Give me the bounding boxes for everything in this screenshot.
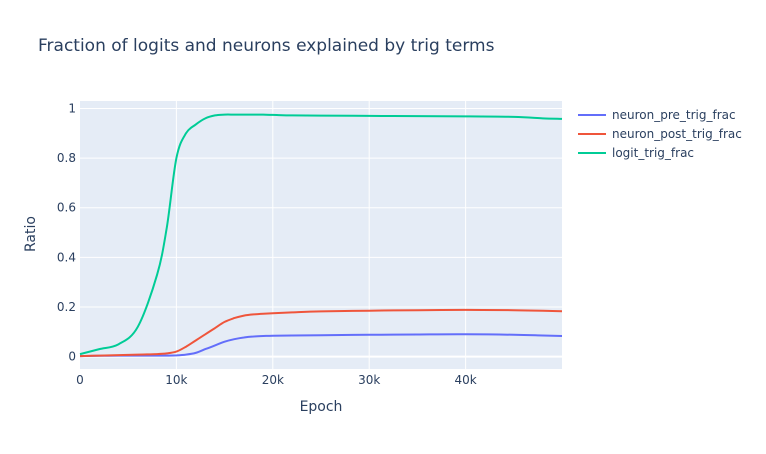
plot-area xyxy=(80,101,562,369)
series-lines xyxy=(79,113,563,358)
x-tick-label: 30k xyxy=(358,373,380,387)
legend-item-logit-trig-frac[interactable]: logit_trig_frac xyxy=(578,146,694,160)
y-tick-label: 0 xyxy=(68,350,76,364)
legend[interactable]: neuron_pre_trig_frac neuron_post_trig_fra… xyxy=(578,108,742,160)
series-line-neuron-pre-trig-frac xyxy=(79,333,563,358)
x-tick-label: 0 xyxy=(76,373,84,387)
legend-item-neuron-post-trig-frac[interactable]: neuron_post_trig_frac xyxy=(578,127,742,141)
y-tick-label: 0.4 xyxy=(57,250,76,264)
x-tick-label: 20k xyxy=(262,373,284,387)
legend-label: neuron_post_trig_frac xyxy=(612,127,742,141)
series-line-neuron-post-trig-frac xyxy=(79,308,563,358)
legend-item-neuron-pre-trig-frac[interactable]: neuron_pre_trig_frac xyxy=(578,108,736,122)
y-axis-title: Ratio xyxy=(23,216,39,252)
tick-labels: 0 10k 20k 30k 40k 0 0.2 0.4 0.6 0.8 1 xyxy=(57,101,477,387)
legend-label: logit_trig_frac xyxy=(612,146,694,160)
y-tick-label: 1 xyxy=(68,101,76,115)
series-line-logit-trig-frac xyxy=(79,113,563,356)
legend-label: neuron_pre_trig_frac xyxy=(612,108,736,122)
y-tick-label: 0.2 xyxy=(57,300,76,314)
y-tick-label: 0.6 xyxy=(57,201,76,215)
x-tick-label: 10k xyxy=(165,373,187,387)
x-axis-title: Epoch xyxy=(300,399,343,415)
y-tick-label: 0.8 xyxy=(57,151,76,165)
x-tick-label: 40k xyxy=(454,373,476,387)
chart-title: Fraction of logits and neurons explained… xyxy=(38,36,495,56)
